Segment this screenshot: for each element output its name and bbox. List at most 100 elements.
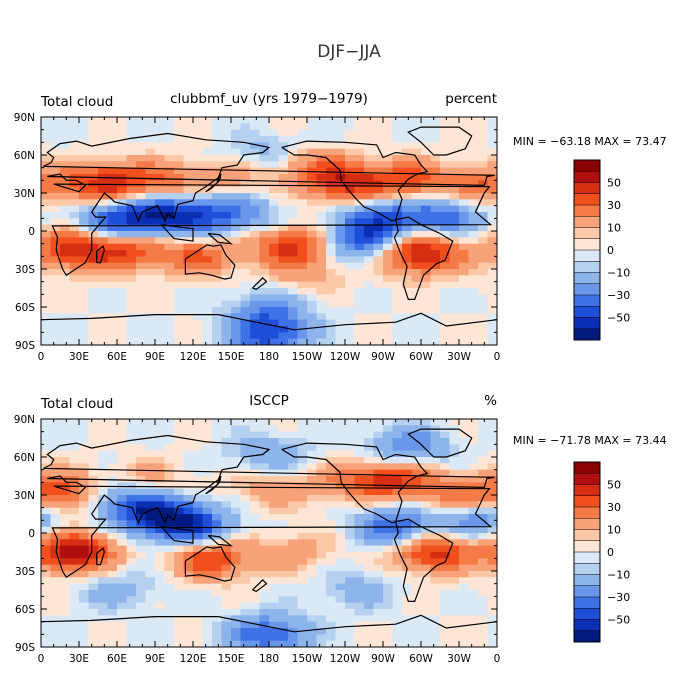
heatmap-cell <box>221 482 232 490</box>
heatmap-cell <box>269 243 280 251</box>
heatmap-cell <box>221 495 232 502</box>
heatmap-cell <box>316 117 327 124</box>
heatmap-cell <box>364 199 375 207</box>
heatmap-cell <box>402 129 413 137</box>
heatmap-cell <box>69 539 80 547</box>
heatmap-cell <box>250 313 261 321</box>
heatmap-cell <box>145 155 156 162</box>
heatmap-cell <box>278 142 289 150</box>
heatmap-cell <box>459 243 470 251</box>
heatmap-cell <box>250 628 261 635</box>
heatmap-cell <box>392 444 403 452</box>
heatmap-cell <box>383 514 394 521</box>
heatmap-cell <box>411 488 422 496</box>
heatmap-cell <box>193 488 204 496</box>
heatmap-cell <box>155 539 166 547</box>
heatmap-cell <box>269 476 280 483</box>
heatmap-cell <box>354 558 365 566</box>
heatmap-cell <box>392 294 403 302</box>
heatmap-cell <box>373 174 384 181</box>
heatmap-cell <box>250 142 261 150</box>
heatmap-cell <box>98 142 109 150</box>
heatmap-cell <box>307 237 318 245</box>
heatmap-cell <box>316 495 327 502</box>
heatmap-cell <box>326 174 337 181</box>
heatmap-cell <box>231 212 242 219</box>
heatmap-cell <box>60 640 71 647</box>
heatmap-cell <box>478 313 489 321</box>
heatmap-cell <box>136 628 147 635</box>
heatmap-cell <box>449 332 460 340</box>
heatmap-cell <box>278 332 289 340</box>
heatmap-cell <box>183 256 194 264</box>
heatmap-cell <box>202 281 213 289</box>
heatmap-cell <box>126 431 137 439</box>
heatmap-cell <box>240 269 251 276</box>
heatmap-cell <box>117 224 128 232</box>
heatmap-cell <box>383 526 394 534</box>
heatmap-cell <box>364 539 375 547</box>
heatmap-cell <box>373 199 384 207</box>
heatmap-cell <box>88 609 99 616</box>
heatmap-cell <box>155 237 166 245</box>
heatmap-cell <box>107 444 118 452</box>
heatmap-cell <box>345 237 356 245</box>
heatmap-cell <box>335 275 346 283</box>
x-tick-label: 120E <box>180 351 207 363</box>
heatmap-cell <box>326 621 337 629</box>
heatmap-cell <box>430 602 441 610</box>
coastline <box>43 434 495 579</box>
heatmap-cell <box>231 275 242 283</box>
heatmap-cell <box>269 117 280 124</box>
heatmap-cell <box>221 212 232 219</box>
heatmap-cell <box>392 533 403 540</box>
heatmap-cell <box>202 123 213 131</box>
heatmap-cell <box>297 313 308 321</box>
heatmap-cell <box>117 634 128 642</box>
heatmap-cell <box>430 224 441 232</box>
heatmap-cell <box>202 256 213 264</box>
heatmap-cell <box>155 609 166 616</box>
heatmap-cell <box>421 262 432 270</box>
heatmap-cell <box>411 123 422 131</box>
heatmap-cell <box>174 294 185 302</box>
heatmap-cell <box>402 161 413 169</box>
heatmap-cell <box>50 469 61 477</box>
heatmap-cell <box>155 167 166 175</box>
heatmap-cell <box>107 577 118 585</box>
heatmap-cell <box>174 155 185 162</box>
coastlines-bottom <box>41 428 497 633</box>
heatmap-cell <box>288 307 299 314</box>
coastline <box>281 442 429 524</box>
heatmap-cell <box>50 237 61 245</box>
heatmap-cell <box>364 526 375 534</box>
heatmap-cell <box>297 539 308 547</box>
heatmap-cell <box>326 514 337 521</box>
heatmap-cell <box>373 419 384 426</box>
heatmap-cell <box>402 457 413 464</box>
heatmap-cell <box>487 533 497 540</box>
heatmap-cell <box>278 136 289 143</box>
heatmap-cell <box>79 533 90 540</box>
heatmap-cell <box>307 476 318 483</box>
heatmap-cell <box>421 444 432 452</box>
heatmap-cell <box>117 469 128 477</box>
heatmap-cell <box>164 501 175 509</box>
heatmap-cell <box>335 501 346 509</box>
heatmap-cell <box>50 634 61 642</box>
heatmap-cell <box>164 476 175 483</box>
heatmap-cell <box>126 539 137 547</box>
heatmap-cell <box>278 123 289 131</box>
heatmap-cell <box>345 469 356 477</box>
heatmap-cell <box>231 326 242 333</box>
heatmap-cell <box>335 533 346 540</box>
heatmap-cell <box>231 520 242 528</box>
heatmap-cell <box>307 507 318 515</box>
heatmap-cell <box>212 167 223 175</box>
heatmap-cell <box>88 231 99 238</box>
heatmap-cell <box>259 577 270 585</box>
heatmap-cell <box>449 338 460 345</box>
heatmap-cell <box>392 457 403 464</box>
heatmap-cell <box>60 431 71 439</box>
